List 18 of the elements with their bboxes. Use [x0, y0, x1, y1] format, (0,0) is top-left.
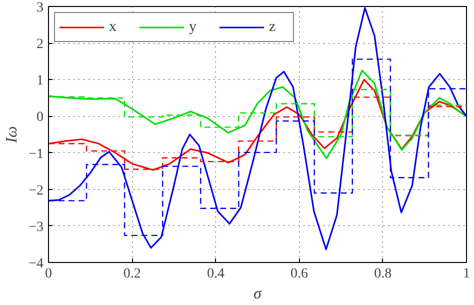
legend-label: x	[109, 18, 118, 36]
x-tick-label: 0.6	[290, 266, 308, 282]
y-tick-label: 2	[36, 37, 44, 52]
x-tick-label: 0.8	[374, 266, 392, 282]
y-tick-label: −3	[28, 220, 44, 235]
y-tick-label: 0	[36, 110, 44, 126]
x-axis-title: σ	[254, 286, 263, 302]
legend-label: y	[189, 18, 198, 36]
y-axis-title: Iω	[4, 126, 21, 144]
y-tick-label: −4	[28, 256, 44, 272]
y-tick-label: 3	[36, 0, 44, 16]
y-tick-label: −2	[28, 183, 44, 198]
y-tick-label: 1	[36, 74, 44, 89]
y-tick-label: −1	[28, 146, 44, 162]
legend-label: z	[269, 18, 277, 36]
x-tick-label: 0.4	[206, 266, 224, 282]
x-tick-label: 0.2	[123, 266, 141, 282]
x-tick-label: 1	[463, 266, 470, 282]
